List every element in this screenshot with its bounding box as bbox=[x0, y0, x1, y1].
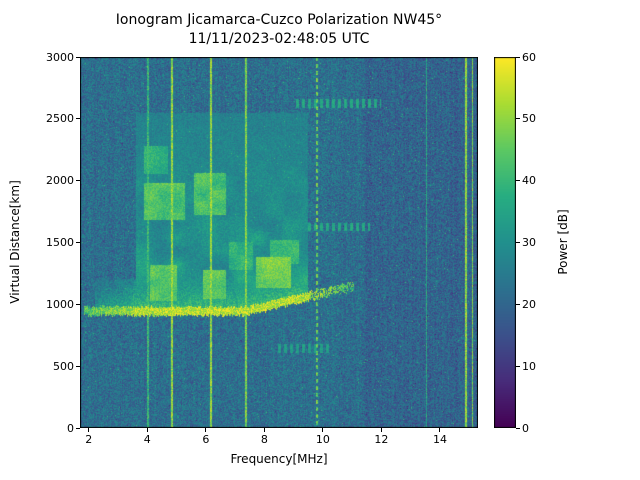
y-tick-label: 1500 bbox=[46, 236, 74, 249]
y-tick-label: 1000 bbox=[46, 297, 74, 311]
x-tick-mark bbox=[88, 428, 90, 432]
chart-title: Ionogram Jicamarca-Cuzco Polarization NW… bbox=[115, 12, 443, 28]
colorbar-tick-mark bbox=[516, 180, 520, 182]
y-tick-mark bbox=[76, 180, 80, 182]
y-tick-mark bbox=[76, 365, 80, 367]
colorbar-tick-label: 20 bbox=[522, 297, 536, 311]
x-tick-label: 6 bbox=[202, 433, 210, 446]
colorbar-tick-label: 50 bbox=[522, 112, 536, 126]
ionogram-heatmap bbox=[80, 57, 478, 428]
x-tick-label: 8 bbox=[260, 433, 268, 446]
colorbar-tick-mark bbox=[516, 365, 520, 367]
y-tick-label: 500 bbox=[53, 359, 74, 373]
y-tick-label: 2000 bbox=[46, 174, 74, 188]
y-tick-mark bbox=[76, 56, 80, 58]
x-tick-mark bbox=[380, 428, 382, 432]
colorbar-tick-label: 40 bbox=[522, 174, 536, 188]
colorbar-tick-label: 60 bbox=[522, 50, 536, 64]
x-tick-label: 14 bbox=[432, 433, 447, 446]
colorbar-tick-mark bbox=[516, 56, 520, 58]
x-tick-mark bbox=[205, 428, 207, 432]
colorbar-tick-label: 30 bbox=[522, 236, 536, 249]
x-tick-mark bbox=[263, 428, 265, 432]
colorbar-tick-mark bbox=[516, 242, 520, 243]
y-tick-mark bbox=[76, 427, 80, 429]
y-tick-mark bbox=[76, 118, 80, 120]
x-tick-label: 4 bbox=[143, 433, 151, 446]
y-tick-label: 2500 bbox=[46, 112, 74, 126]
y-tick-label: 0 bbox=[67, 421, 74, 435]
chart-subtitle: 11/11/2023-02:48:05 UTC bbox=[188, 31, 370, 47]
x-tick-label: 12 bbox=[374, 433, 389, 446]
x-tick-mark bbox=[146, 428, 148, 432]
x-tick-label: 10 bbox=[315, 433, 330, 446]
x-tick-mark bbox=[322, 428, 324, 432]
colorbar-gradient bbox=[494, 57, 516, 428]
x-tick-label: 2 bbox=[85, 433, 93, 446]
y-axis-label: Virtual Distance[km] bbox=[8, 180, 22, 304]
y-tick-mark bbox=[76, 303, 80, 305]
colorbar-tick-mark bbox=[516, 118, 520, 120]
colorbar-label: Power [dB] bbox=[556, 209, 570, 275]
y-tick-label: 3000 bbox=[46, 50, 74, 64]
colorbar-tick-label: 10 bbox=[522, 359, 536, 373]
colorbar-tick-label: 0 bbox=[522, 421, 529, 435]
y-tick-mark bbox=[76, 242, 80, 243]
x-tick-mark bbox=[439, 428, 441, 432]
colorbar-tick-mark bbox=[516, 303, 520, 305]
x-axis-label: Frequency[MHz] bbox=[230, 452, 328, 466]
colorbar-tick-mark bbox=[516, 427, 520, 429]
